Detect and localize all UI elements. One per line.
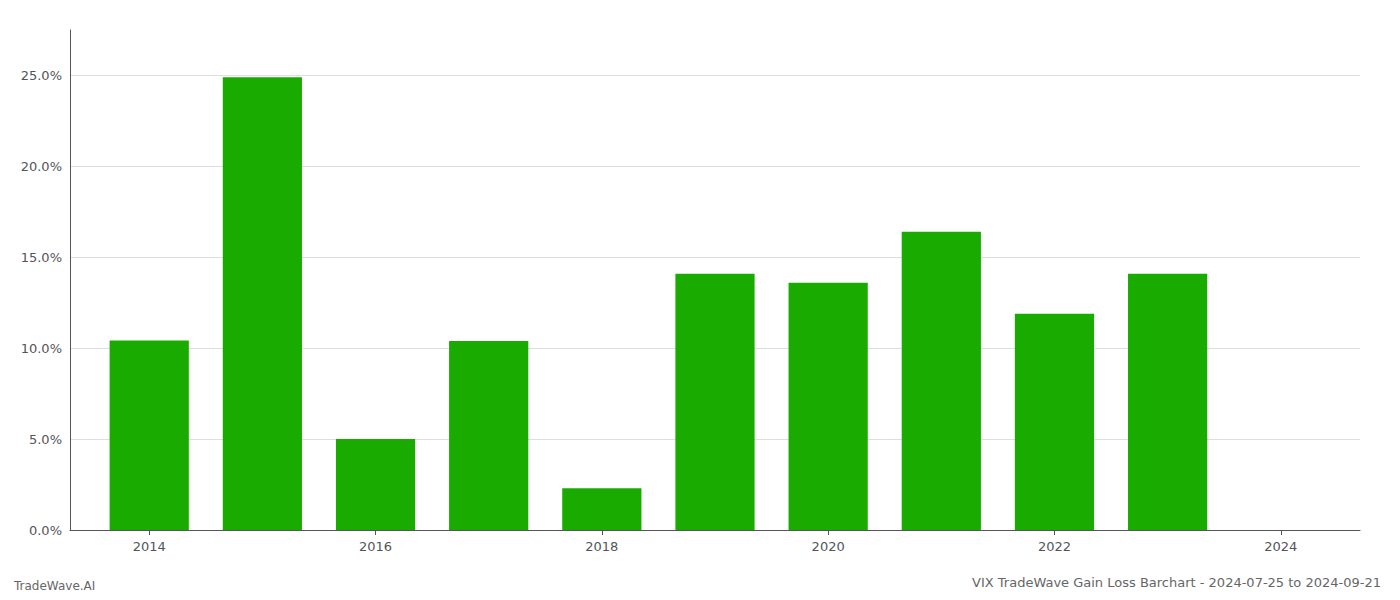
svg-text:2024: 2024	[1264, 539, 1297, 554]
svg-text:2022: 2022	[1038, 539, 1071, 554]
svg-text:2016: 2016	[359, 539, 392, 554]
svg-text:10.0%: 10.0%	[21, 341, 62, 356]
svg-text:2020: 2020	[812, 539, 845, 554]
svg-text:VIX TradeWave Gain Loss Barcha: VIX TradeWave Gain Loss Barchart - 2024-…	[972, 575, 1381, 590]
svg-text:0.0%: 0.0%	[29, 523, 62, 538]
svg-text:2014: 2014	[133, 539, 166, 554]
svg-text:5.0%: 5.0%	[29, 432, 62, 447]
svg-text:15.0%: 15.0%	[21, 250, 62, 265]
svg-text:TradeWave.AI: TradeWave.AI	[13, 579, 95, 593]
svg-text:20.0%: 20.0%	[21, 159, 62, 174]
svg-text:2018: 2018	[585, 539, 618, 554]
svg-text:25.0%: 25.0%	[21, 68, 62, 83]
